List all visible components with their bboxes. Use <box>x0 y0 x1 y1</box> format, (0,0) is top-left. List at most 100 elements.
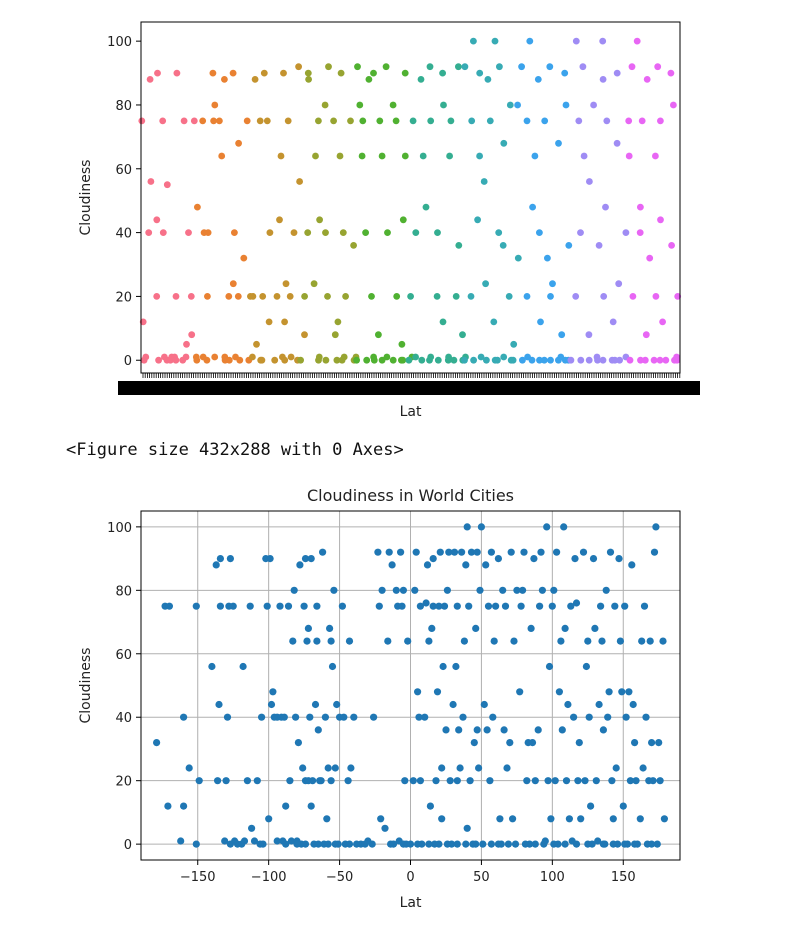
data-point <box>581 777 589 785</box>
data-point <box>210 117 218 125</box>
data-point <box>225 356 233 364</box>
data-point <box>606 548 615 556</box>
data-point <box>616 637 625 645</box>
data-point <box>326 624 334 632</box>
x-tick-label: −150 <box>180 870 216 885</box>
data-point <box>514 101 521 109</box>
data-point <box>426 802 434 810</box>
data-point <box>359 117 367 125</box>
data-point <box>235 139 243 147</box>
data-point <box>289 637 297 645</box>
data-point <box>339 229 347 237</box>
data-point <box>243 777 251 785</box>
data-point <box>649 777 657 785</box>
data-point <box>368 293 375 300</box>
y-axis-label: Cloudiness <box>78 160 94 236</box>
data-point <box>652 523 660 531</box>
data-point <box>337 69 345 77</box>
data-point <box>265 815 273 823</box>
data-point <box>460 637 468 645</box>
data-point <box>173 69 181 77</box>
data-point <box>652 293 660 300</box>
data-point <box>429 555 437 563</box>
data-point <box>516 688 524 696</box>
data-point <box>147 178 155 185</box>
data-point <box>256 117 264 125</box>
data-point <box>584 637 592 645</box>
data-point <box>393 293 401 300</box>
data-point <box>327 777 335 785</box>
data-point <box>286 293 294 300</box>
data-point <box>327 637 335 645</box>
data-point <box>526 37 534 45</box>
data-point <box>659 637 667 645</box>
data-point <box>397 548 405 556</box>
data-point <box>316 216 323 224</box>
data-point <box>307 802 315 810</box>
data-point <box>324 840 332 848</box>
data-point <box>446 152 453 160</box>
data-point <box>208 662 216 671</box>
data-point <box>398 340 406 348</box>
chart-title: Cloudiness in World Cities <box>307 486 514 505</box>
data-point <box>470 37 477 45</box>
data-point <box>487 548 495 556</box>
data-point <box>172 356 180 364</box>
data-point <box>293 840 301 848</box>
data-point <box>418 356 426 364</box>
data-point <box>350 713 358 721</box>
data-point <box>251 76 259 83</box>
data-point <box>296 561 304 569</box>
data-point <box>608 777 616 785</box>
data-point <box>163 181 171 189</box>
x-tick-label: −50 <box>326 870 353 885</box>
data-point <box>519 356 526 364</box>
data-point <box>258 713 266 721</box>
data-point <box>345 637 354 645</box>
data-point <box>495 229 503 237</box>
data-point <box>531 777 539 785</box>
data-point <box>399 356 407 364</box>
x-tick-label: 100 <box>540 870 565 885</box>
data-point <box>662 356 670 364</box>
data-point <box>547 815 555 823</box>
data-point <box>472 840 480 848</box>
data-point <box>648 840 656 848</box>
data-point <box>276 216 283 224</box>
data-point <box>626 356 634 364</box>
data-point <box>404 637 412 645</box>
data-point <box>409 117 417 125</box>
data-point <box>633 37 641 45</box>
data-point <box>463 523 471 531</box>
data-point <box>344 777 352 785</box>
data-point <box>226 840 234 848</box>
data-point <box>653 840 661 848</box>
data-point <box>225 293 233 300</box>
data-point <box>142 353 150 361</box>
data-point <box>260 69 268 77</box>
data-point <box>353 356 360 364</box>
data-point <box>375 602 383 610</box>
data-point <box>629 293 637 300</box>
data-point <box>613 69 621 77</box>
data-point <box>599 840 608 848</box>
y-tick-label: 60 <box>115 163 132 178</box>
data-point <box>185 764 193 772</box>
data-point <box>286 777 294 785</box>
data-point <box>234 293 242 300</box>
data-point <box>401 152 409 160</box>
data-point <box>409 777 417 785</box>
data-point <box>499 242 507 249</box>
data-point <box>555 688 564 696</box>
data-point <box>631 840 639 848</box>
data-point <box>648 739 656 747</box>
data-point <box>294 739 302 747</box>
data-point <box>616 356 623 364</box>
data-point <box>500 353 508 361</box>
data-point <box>305 76 312 83</box>
data-point <box>572 37 580 45</box>
data-point <box>311 700 320 709</box>
data-point <box>263 602 271 610</box>
data-point <box>271 356 279 364</box>
data-point <box>273 837 281 845</box>
